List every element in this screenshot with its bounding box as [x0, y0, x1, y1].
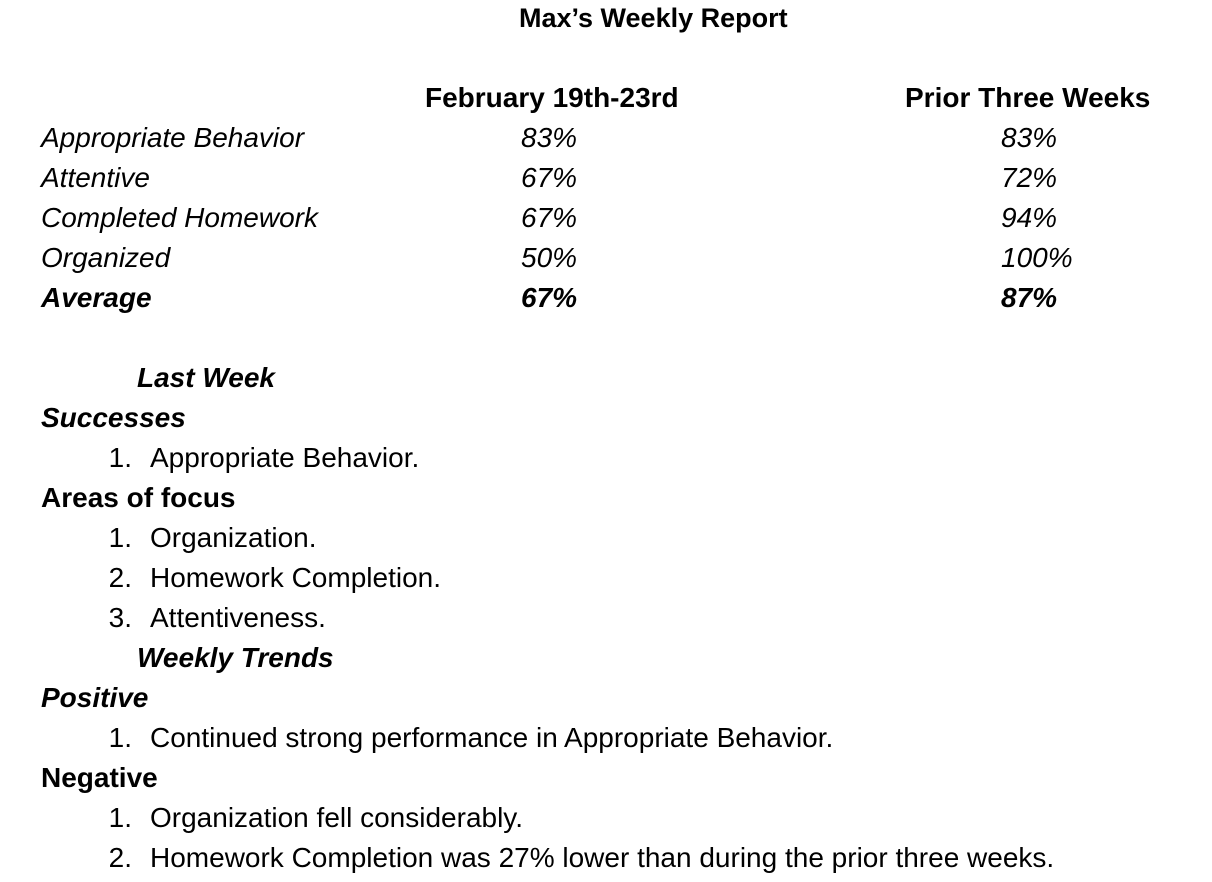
subheading-successes: Successes	[41, 402, 186, 433]
row-label: Appropriate Behavior	[41, 122, 305, 153]
list-item: 1. Appropriate Behavior.	[88, 438, 420, 478]
prior-value: 100%	[1001, 242, 1073, 273]
prior-value: 83%	[1001, 122, 1058, 153]
section-heading-weekly-trends: Weekly Trends	[137, 642, 334, 673]
row-label: Organized	[41, 242, 171, 273]
average-prior-value: 87%	[1001, 282, 1058, 313]
list-number: 1.	[108, 522, 132, 553]
average-current-value: 67%	[521, 282, 578, 313]
list-item: 2. Homework Completion.	[88, 558, 441, 598]
list-item: 2. Homework Completion was 27% lower than…	[88, 838, 1055, 878]
list-item-text: Homework Completion.	[150, 562, 441, 593]
list-number: 1.	[108, 442, 132, 473]
current-value: 67%	[521, 162, 578, 193]
list-number: 3.	[108, 602, 132, 633]
column-header-current-week: February 19th-23rd	[425, 82, 679, 113]
row-label: Completed Homework	[41, 202, 318, 233]
list-item-text: Attentiveness.	[150, 602, 326, 633]
column-header-prior-weeks: Prior Three Weeks	[905, 82, 1151, 113]
list-item-text: Continued strong performance in Appropri…	[150, 722, 834, 753]
prior-value: 94%	[1001, 202, 1058, 233]
list-number: 1.	[108, 722, 132, 753]
list-item-text: Homework Completion was 27% lower than d…	[150, 842, 1055, 873]
subheading-positive: Positive	[41, 682, 149, 713]
subheading-negative: Negative	[41, 762, 158, 793]
list-item: 1. Continued strong performance in Approp…	[88, 718, 834, 758]
list-item-text: Organization fell considerably.	[150, 802, 524, 833]
list-number: 2.	[108, 562, 132, 593]
current-value: 50%	[521, 242, 578, 273]
average-label: Average	[41, 282, 152, 313]
list-item: 3. Attentiveness.	[88, 598, 326, 638]
list-number: 2.	[108, 842, 132, 873]
page-title: Max’s Weekly Report	[519, 3, 788, 33]
list-number: 1.	[108, 802, 132, 833]
current-value: 67%	[521, 202, 578, 233]
list-item: 1. Organization.	[88, 518, 317, 558]
current-value: 83%	[521, 122, 578, 153]
list-item: 1. Organization fell considerably.	[88, 798, 523, 838]
section-heading-last-week: Last Week	[137, 362, 275, 393]
row-label: Attentive	[41, 162, 150, 193]
prior-value: 72%	[1001, 162, 1058, 193]
list-item-text: Appropriate Behavior.	[150, 442, 420, 473]
subheading-areas-of-focus: Areas of focus	[41, 482, 236, 513]
list-item-text: Organization.	[150, 522, 317, 553]
